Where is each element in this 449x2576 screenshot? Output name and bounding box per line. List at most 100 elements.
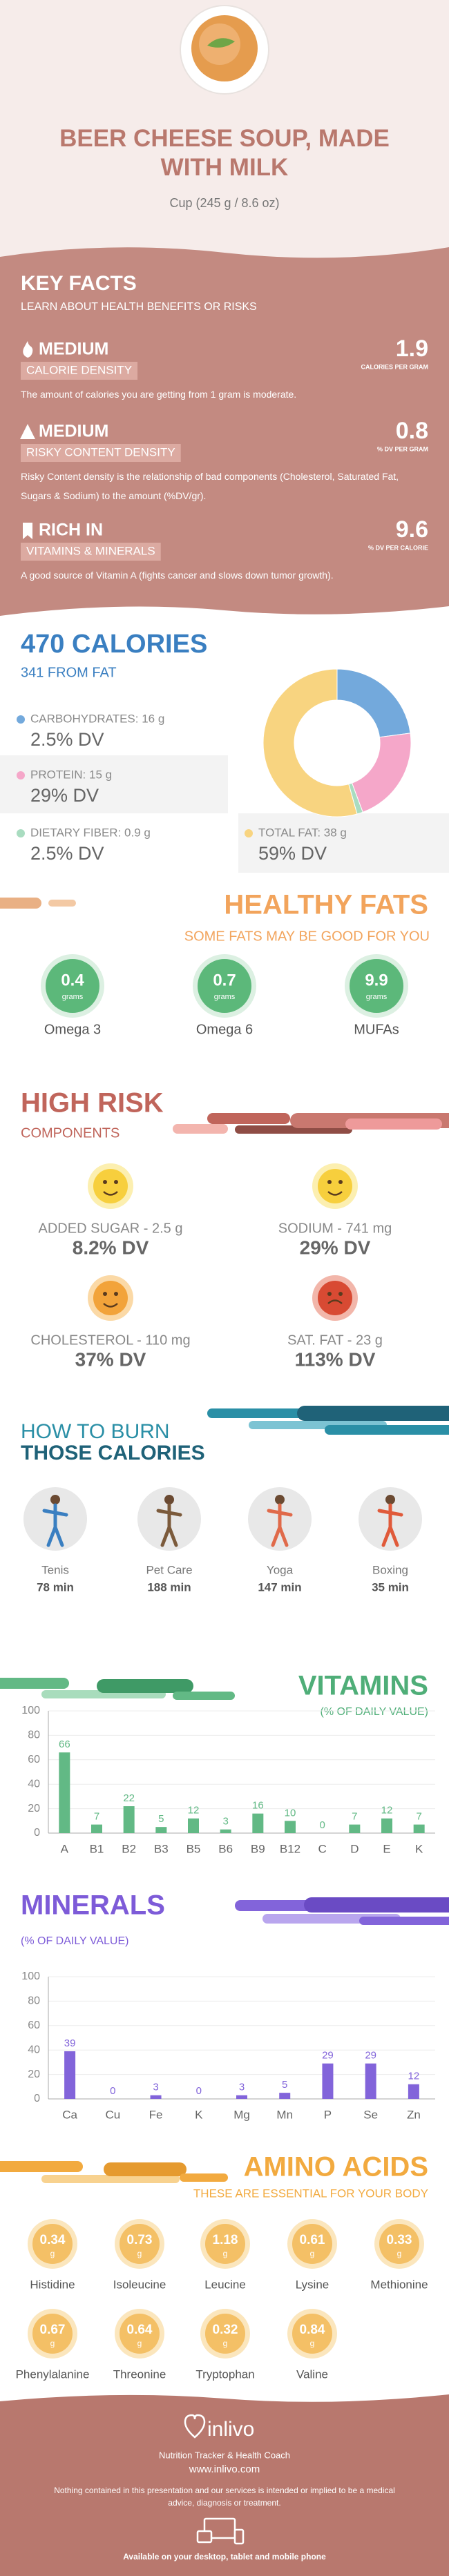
fact-description: Risky Content density is the relationshi… <box>21 471 399 501</box>
amino-circle <box>120 2224 160 2264</box>
daily-value: 2.5% DV <box>30 843 104 864</box>
amino-value: 0.33 <box>387 2233 412 2247</box>
face-mouth <box>103 1303 118 1308</box>
decoration <box>173 1692 235 1700</box>
activity-name: Tenis <box>41 1563 69 1576</box>
section-subtitle: (% OF DAILY VALUE) <box>321 1706 428 1718</box>
decoration <box>235 1900 318 1911</box>
fact-icon <box>23 523 32 539</box>
amino-name: Methionine <box>370 2278 428 2291</box>
bar-value-label: 12 <box>188 1805 200 1817</box>
bar <box>150 2095 162 2099</box>
x-tick-label: B9 <box>251 1842 265 1855</box>
y-tick-label: 60 <box>28 1754 40 1765</box>
fat-circle <box>46 959 99 1013</box>
x-tick-label: Mg <box>233 2108 250 2121</box>
activity-time: 147 min <box>258 1580 301 1594</box>
amino-unit: g <box>223 2338 228 2348</box>
bar-value-label: 29 <box>322 2050 334 2062</box>
bar-value-label: 16 <box>252 1800 264 1812</box>
decoration <box>41 2175 180 2183</box>
bar <box>252 1813 264 1833</box>
fact-value: 0.8 <box>396 418 428 444</box>
y-tick-label: 40 <box>28 1778 40 1790</box>
x-tick-label: B3 <box>154 1842 169 1855</box>
section-title: HEALTHY FATS <box>224 890 428 920</box>
risk-label: SAT. FAT - 23 g <box>287 1333 383 1348</box>
amino-circle <box>292 2224 332 2264</box>
disclaimer: Nothing contained in this presentation a… <box>54 2486 395 2508</box>
bar <box>123 1806 135 1833</box>
daily-value: 29% DV <box>30 785 99 806</box>
risk-label: SODIUM - 741 mg <box>278 1221 392 1236</box>
activity-head <box>385 1495 395 1504</box>
x-tick-label: Se <box>363 2108 378 2121</box>
fat-unit: grams <box>366 993 388 1001</box>
risk-label: CHOLESTEROL - 110 mg <box>30 1333 190 1348</box>
fact-value: 9.6 <box>396 516 428 543</box>
fact-level: MEDIUM <box>39 340 108 359</box>
section-title: AMINO ACIDS <box>244 2152 428 2182</box>
fat-circle <box>350 959 403 1013</box>
x-tick-label: B12 <box>280 1842 300 1855</box>
risk-label: ADDED SUGAR - 2.5 g <box>39 1221 183 1236</box>
amino-circle <box>379 2224 419 2264</box>
x-tick-label: B2 <box>122 1842 136 1855</box>
activity-figure <box>267 1503 293 1547</box>
amino-name: Lysine <box>296 2278 329 2291</box>
decoration <box>0 2161 83 2172</box>
y-tick-label: 100 <box>21 1970 40 1982</box>
amino-value: 0.32 <box>213 2323 238 2337</box>
legend-label: DIETARY FIBER: 0.9 g <box>30 826 151 839</box>
amino-name: Histidine <box>30 2278 75 2291</box>
legend-label: PROTEIN: 15 g <box>30 768 112 781</box>
decoration <box>359 1917 449 1925</box>
section-subtitle: LEARN ABOUT HEALTH BENEFITS OR RISKS <box>21 301 257 313</box>
decoration <box>97 1679 193 1693</box>
fact-unit: CALORIES PER GRAM <box>361 363 428 370</box>
bar <box>64 2051 76 2099</box>
bar-value-label: 0 <box>196 2085 202 2097</box>
amino-value: 0.34 <box>40 2233 66 2247</box>
fact-label: CALORIE DENSITY <box>26 363 132 376</box>
bar <box>91 1824 102 1833</box>
fact-value: 1.9 <box>396 336 428 362</box>
decoration <box>104 2162 187 2176</box>
face-eye <box>103 1180 107 1184</box>
amino-circle <box>32 2224 73 2264</box>
amino-unit: g <box>50 2249 55 2258</box>
fact-label: RISKY CONTENT DENSITY <box>26 445 175 458</box>
legend-swatch <box>17 715 25 724</box>
garnish <box>207 38 235 48</box>
amino-circle <box>32 2314 73 2354</box>
face <box>318 1281 352 1315</box>
amino-value: 0.67 <box>40 2323 66 2337</box>
bar-value-label: 7 <box>416 1811 421 1823</box>
bar-value-label: 10 <box>285 1807 296 1819</box>
x-tick-label: Mn <box>276 2108 293 2121</box>
legend-label: CARBOHYDRATES: 16 g <box>30 712 164 725</box>
x-tick-label: C <box>318 1842 327 1855</box>
bar <box>408 2084 419 2099</box>
decoration <box>173 1124 228 1134</box>
amino-unit: g <box>397 2249 402 2258</box>
tagline: Nutrition Tracker & Health Coach <box>159 2450 290 2460</box>
decoration <box>48 900 76 907</box>
x-tick-label: P <box>324 2108 332 2121</box>
decoration <box>207 1408 304 1418</box>
risk-dv: 113% DV <box>295 1348 376 1370</box>
amino-unit: g <box>137 2249 142 2258</box>
availability: Available on your desktop, tablet and mo… <box>123 2552 326 2562</box>
x-tick-label: A <box>61 1842 69 1855</box>
fact-level: MEDIUM <box>39 422 108 441</box>
amino-name: Phenylalanine <box>16 2367 90 2381</box>
device-icon <box>196 2530 213 2544</box>
y-tick-label: 0 <box>34 1827 40 1839</box>
fact-label-box <box>21 543 161 561</box>
risk-dv: 37% DV <box>75 1348 146 1370</box>
amino-name: Valine <box>296 2367 328 2381</box>
bar <box>381 1818 392 1833</box>
y-tick-label: 40 <box>28 2044 40 2055</box>
fact-description: A good source of Vitamin A (fights cance… <box>21 570 334 581</box>
